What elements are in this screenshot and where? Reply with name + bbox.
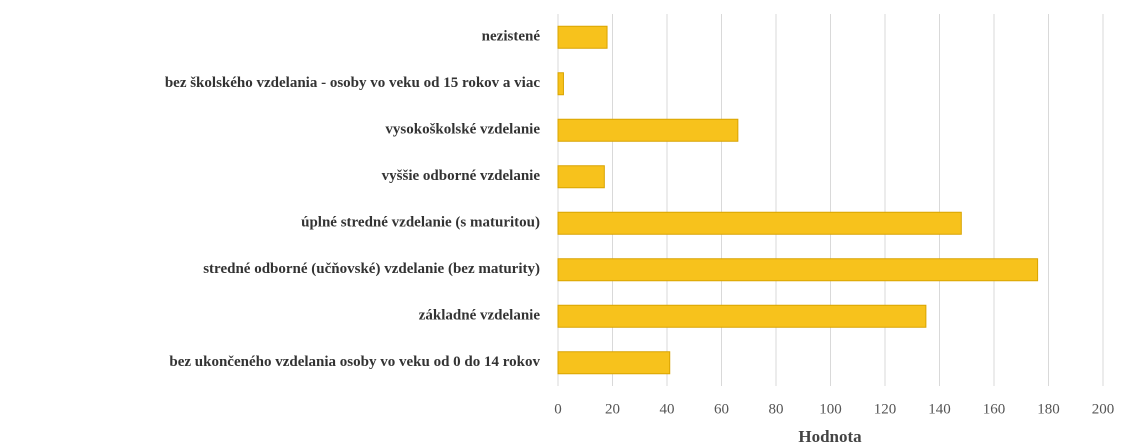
bar xyxy=(557,72,564,96)
bar xyxy=(557,211,962,235)
x-tick-label: 120 xyxy=(874,401,897,417)
x-axis-title: Hodnota xyxy=(798,427,862,446)
bar xyxy=(557,118,739,142)
bar xyxy=(557,258,1039,282)
y-tick-label: stredné odborné (učňovské) vzdelanie (be… xyxy=(203,261,540,277)
y-tick-label: vyššie odborné vzdelanie xyxy=(382,168,541,184)
x-tick-label: 40 xyxy=(660,401,675,417)
x-tick-label: 180 xyxy=(1037,401,1060,417)
bar xyxy=(557,351,671,375)
y-tick-label: základné vzdelanie xyxy=(419,308,541,324)
y-tick-label: nezistené xyxy=(482,29,541,45)
x-tick-label: 20 xyxy=(605,401,620,417)
bar xyxy=(557,165,605,189)
x-tick-label: 0 xyxy=(554,401,562,417)
y-tick-label: vysokoškolské vzdelanie xyxy=(385,122,540,138)
y-tick-label: bez školského vzdelania - osoby vo veku … xyxy=(165,75,541,91)
x-tick-label: 140 xyxy=(928,401,951,417)
x-tick-label: 160 xyxy=(983,401,1006,417)
bar xyxy=(557,25,608,49)
y-tick-label: úplné stredné vzdelanie (s maturitou) xyxy=(301,215,540,231)
x-tick-label: 100 xyxy=(819,401,842,417)
x-tick-label: 80 xyxy=(769,401,784,417)
x-tick-label: 60 xyxy=(714,401,729,417)
bar xyxy=(557,304,927,328)
x-tick-label: 200 xyxy=(1092,401,1115,417)
y-tick-label: bez ukončeného vzdelania osoby vo veku o… xyxy=(169,354,540,370)
